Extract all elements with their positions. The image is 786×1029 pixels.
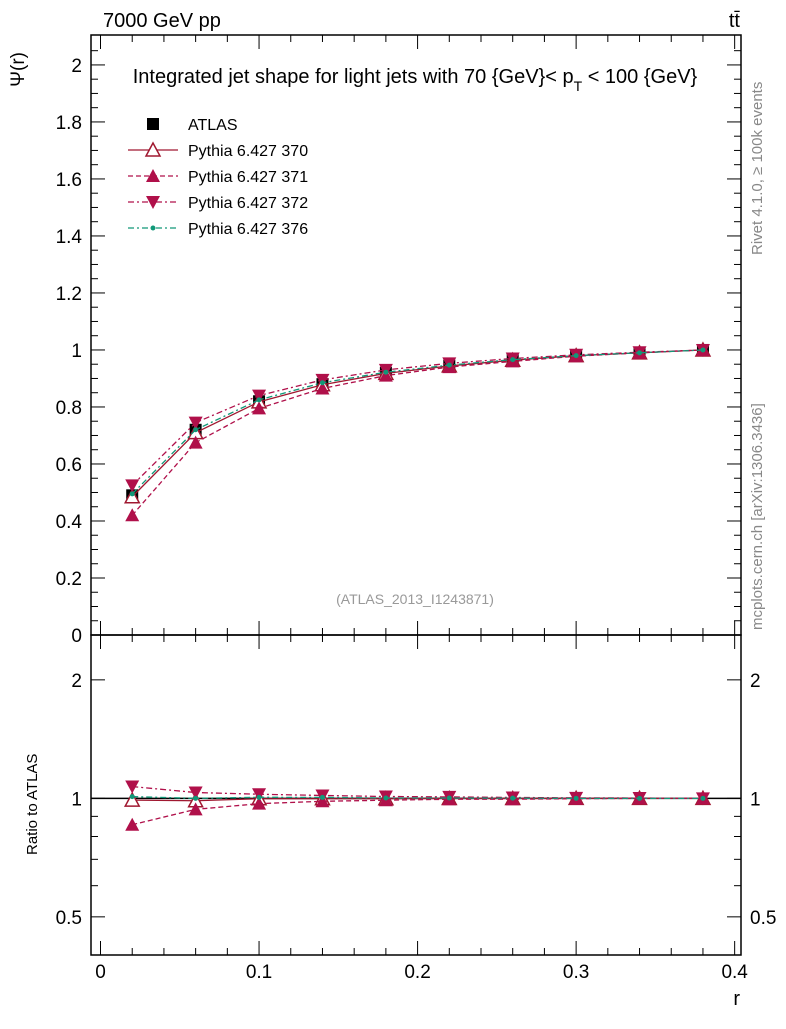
x-tick-label: 0 — [95, 962, 106, 983]
legend-marker-pythia-6-427-371 — [146, 169, 160, 182]
legend-label-atlas: ATLAS — [188, 117, 238, 134]
data-point-pythia-6-427-376 — [637, 350, 643, 356]
x-tick-label: 0.3 — [563, 962, 589, 983]
data-point-pythia-6-427-376 — [129, 491, 135, 497]
ratio-point-pythia-6-427-376 — [256, 794, 262, 800]
data-point-pythia-6-427-371 — [125, 508, 140, 522]
ratio-point-pythia-6-427-376 — [510, 795, 516, 801]
ratio-point-pythia-6-427-372 — [125, 780, 140, 794]
ratio-point-pythia-6-427-371 — [125, 817, 140, 831]
data-point-pythia-6-427-376 — [383, 369, 389, 375]
y-tick-label: 0 — [71, 626, 82, 647]
ratio-point-pythia-6-427-371 — [188, 802, 203, 816]
legend-marker-pythia-6-427-376 — [150, 225, 156, 231]
data-point-pythia-6-427-371 — [252, 401, 267, 415]
y-tick-label: 2 — [71, 56, 82, 77]
ratio-point-pythia-6-427-376 — [637, 795, 643, 801]
ratio-point-pythia-6-427-372 — [252, 788, 267, 802]
ratio-y-tick-label-right: 2 — [750, 671, 761, 692]
legend-label-pythia-6-427-372: Pythia 6.427 372 — [188, 195, 308, 212]
ratio-point-pythia-6-427-376 — [319, 794, 325, 800]
data-point-pythia-6-427-376 — [573, 353, 579, 359]
ratio-point-pythia-6-427-376 — [573, 795, 579, 801]
y-tick-label: 0.6 — [56, 455, 82, 476]
ratio-y-tick-label: 2 — [71, 671, 82, 692]
legend-marker-pythia-6-427-370 — [144, 141, 162, 157]
series-line-pythia-6-427-376 — [131, 349, 703, 495]
ratio-plot-frame — [90, 634, 742, 956]
ratio-y-tick-label-right: 0.5 — [750, 908, 776, 929]
y-tick-label: 1 — [71, 341, 82, 362]
ratio-y-tick-label: 0.5 — [56, 908, 82, 929]
ratio-y-tick-label: 1 — [71, 789, 82, 810]
data-point-pythia-6-427-371 — [315, 381, 330, 395]
y-tick-label: 1.2 — [56, 284, 82, 305]
x-tick-label: 0.4 — [721, 962, 748, 983]
data-point-pythia-6-427-371 — [188, 435, 203, 449]
data-point-pythia-6-427-372 — [252, 389, 267, 403]
ratio-point-pythia-6-427-376 — [383, 795, 389, 801]
ratio-line-pythia-6-427-371 — [132, 797, 703, 826]
y-tick-label: 1.6 — [56, 170, 82, 191]
data-point-pythia-6-427-376 — [510, 357, 516, 363]
x-tick-label: 0.1 — [246, 962, 272, 983]
x-tick-label: 0.2 — [404, 962, 430, 983]
legend-label-pythia-6-427-371: Pythia 6.427 371 — [188, 169, 308, 186]
top-right-label: tt̄ — [729, 10, 741, 32]
legend-label-pythia-6-427-370: Pythia 6.427 370 — [188, 143, 308, 160]
ratio-point-pythia-6-427-371 — [252, 796, 267, 810]
ratio-line-pythia-6-427-376 — [132, 795, 703, 800]
ratio-point-pythia-6-427-376 — [700, 795, 706, 801]
data-point-pythia-6-427-376 — [319, 380, 325, 386]
ratio-y-axis-label: Ratio to ATLAS — [24, 754, 41, 855]
side-label-rivet: Rivet 4.1.0, ≥ 100k events — [749, 82, 766, 255]
ratio-point-pythia-6-427-376 — [193, 795, 199, 801]
data-point-pythia-6-427-372 — [188, 416, 203, 430]
data-point-pythia-6-427-376 — [700, 347, 706, 353]
ratio-y-tick-label-right: 1 — [750, 789, 761, 810]
data-point-pythia-6-427-376 — [193, 427, 199, 433]
y-tick-label: 1.4 — [56, 227, 83, 248]
chart-title: Integrated jet shape for light jets with… — [133, 66, 698, 94]
top-left-label: 7000 GeV pp — [103, 10, 221, 32]
ratio-point-pythia-6-427-372 — [188, 786, 203, 800]
analysis-label: (ATLAS_2013_I1243871) — [336, 591, 494, 607]
ratio-point-pythia-6-427-376 — [129, 794, 135, 800]
y-tick-label: 0.4 — [56, 512, 83, 533]
y-axis-label: Ψ(r) — [8, 52, 29, 87]
ratio-point-pythia-6-427-370 — [123, 791, 141, 807]
legend-marker-atlas — [147, 118, 159, 130]
side-label-mcplots: mcplots.cern.ch [arXiv:1306.3436] — [749, 403, 766, 630]
legend-marker-pythia-6-427-372 — [146, 196, 160, 209]
x-axis-label: r — [733, 988, 740, 1010]
data-point-pythia-6-427-372 — [125, 479, 140, 493]
data-point-pythia-6-427-376 — [446, 362, 452, 368]
ratio-point-pythia-6-427-376 — [446, 795, 452, 801]
y-tick-label: 1.8 — [56, 113, 82, 134]
series-line-pythia-6-427-371 — [131, 349, 703, 516]
ratio-line-pythia-6-427-372 — [132, 785, 703, 800]
y-tick-label: 0.8 — [56, 398, 82, 419]
legend-label-pythia-6-427-376: Pythia 6.427 376 — [188, 221, 308, 238]
y-tick-label: 0.2 — [56, 569, 82, 590]
data-point-pythia-6-427-376 — [256, 397, 262, 403]
